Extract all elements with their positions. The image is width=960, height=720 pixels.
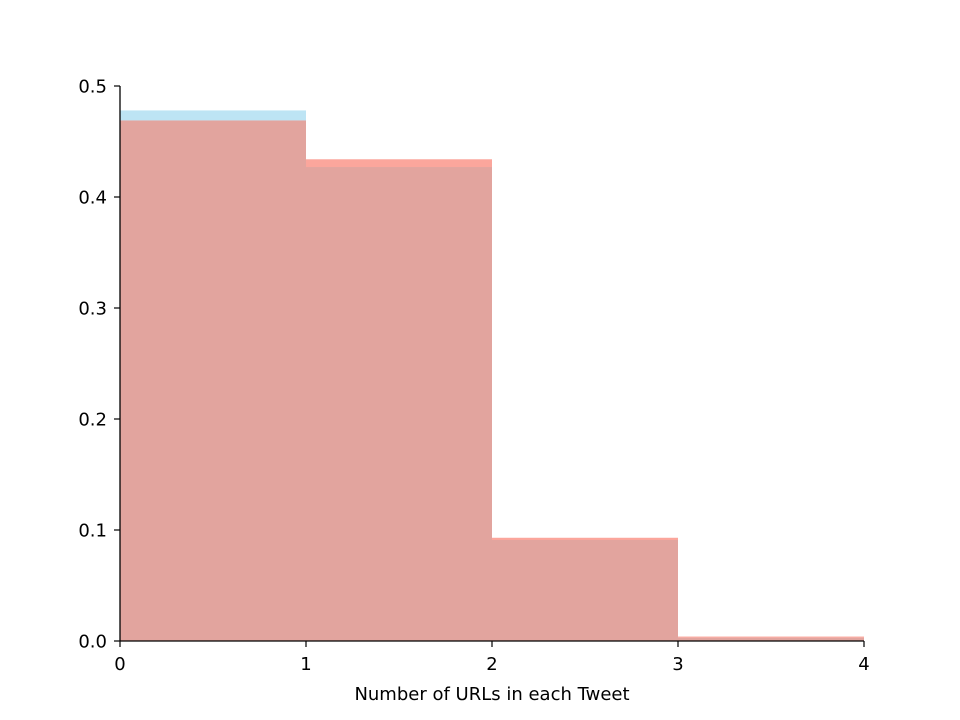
y-tick-label-3: 0.3 — [78, 299, 107, 320]
bar-series-blue-bin-0 — [120, 110, 306, 121]
bar-overlap-bin-1 — [306, 167, 492, 641]
y-tick-label-2: 0.2 — [78, 410, 107, 431]
x-tick-label-2: 2 — [486, 654, 497, 675]
bar-series-red-bin-3 — [678, 636, 864, 638]
x-tick-label-3: 3 — [672, 654, 683, 675]
y-tick-label-4: 0.4 — [78, 188, 107, 209]
y-tick-label-1: 0.1 — [78, 521, 107, 542]
bars-layer — [120, 110, 864, 641]
x-axis-label: Number of URLs in each Tweet — [354, 684, 629, 705]
x-tick-label-1: 1 — [300, 654, 311, 675]
x-tick-label-0: 0 — [114, 654, 125, 675]
y-tick-label-5: 0.5 — [78, 77, 107, 98]
y-ticks: 0.0 0.1 0.2 0.3 0.4 0.5 — [78, 77, 120, 653]
bar-overlap-bin-2 — [492, 539, 678, 641]
bar-overlap-bin-0 — [120, 120, 306, 641]
bar-series-red-bin-1 — [306, 159, 492, 168]
bar-series-red-bin-2 — [492, 537, 678, 540]
x-tick-label-4: 4 — [858, 654, 869, 675]
y-tick-label-0: 0.0 — [78, 632, 107, 653]
x-ticks: 0 1 2 3 4 — [114, 641, 870, 675]
bar-overlap-bin-3 — [678, 637, 864, 641]
